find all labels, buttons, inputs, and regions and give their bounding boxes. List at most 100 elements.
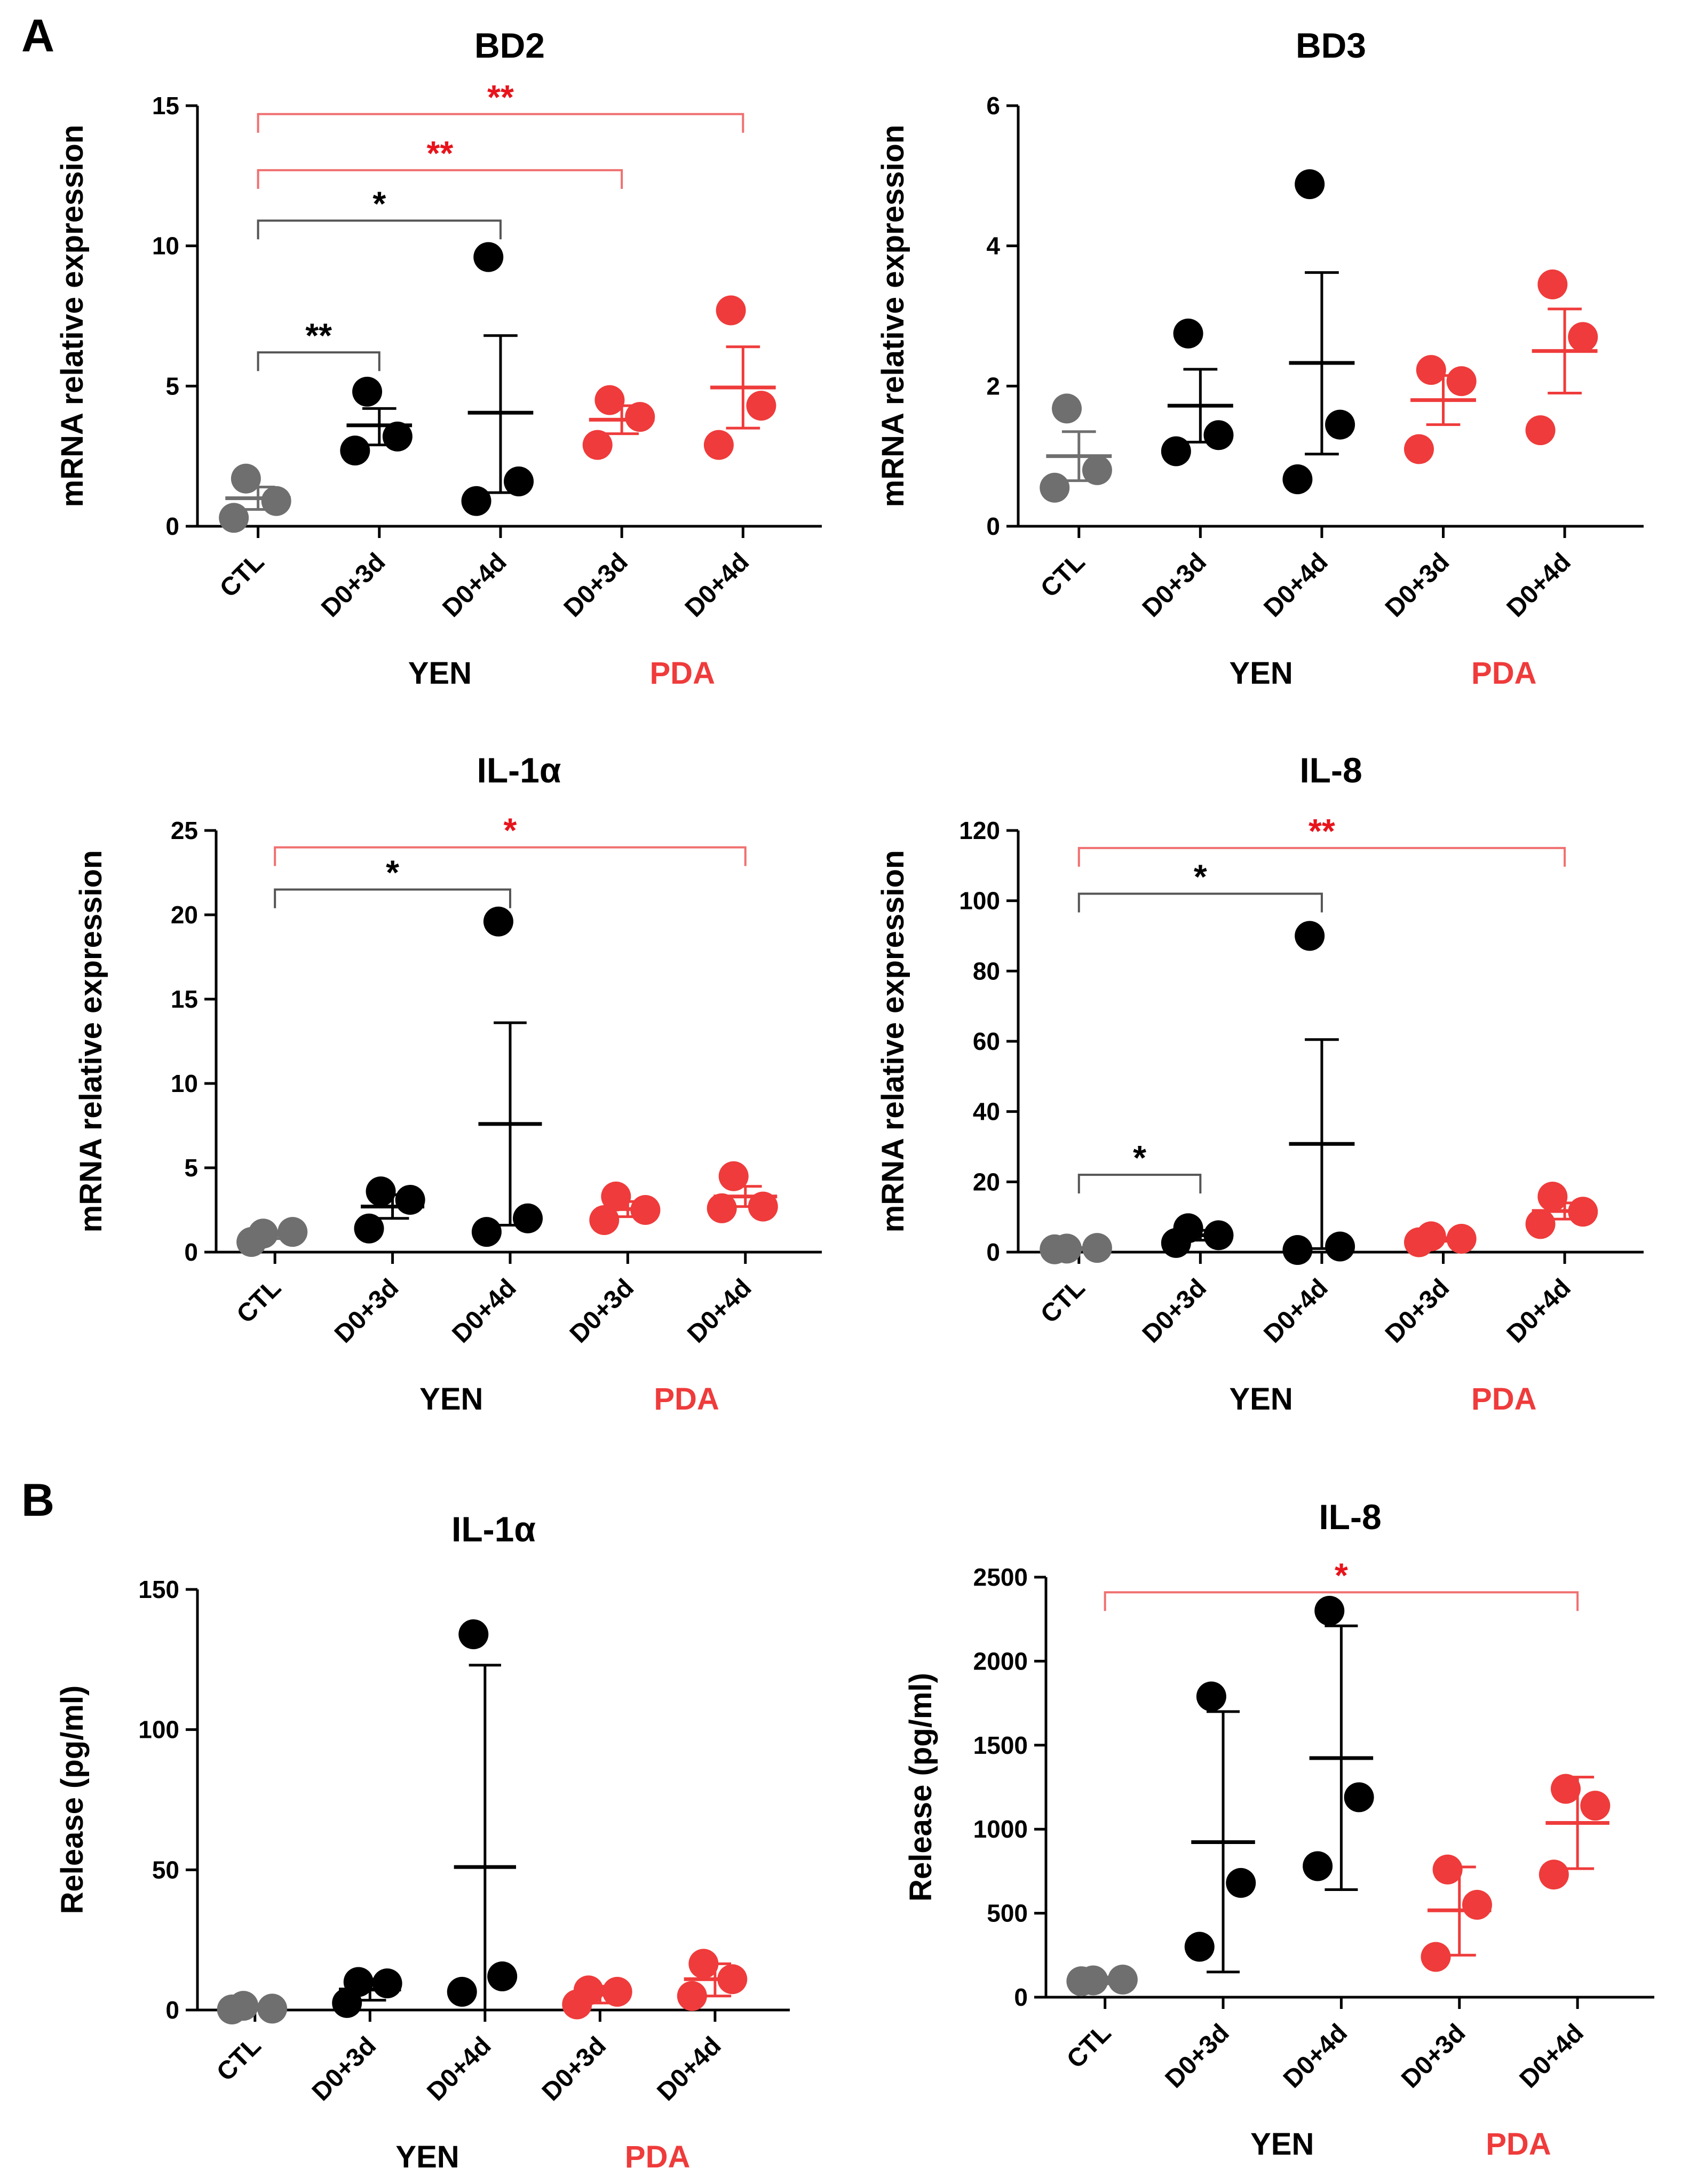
- y-tick-label: 0: [165, 1996, 179, 2024]
- y-tick-label: 2000: [973, 1647, 1028, 1675]
- data-point: [236, 1227, 267, 1257]
- series-2: [332, 1967, 402, 2018]
- data-point: [473, 242, 504, 272]
- chart-4: IL-8 mRNA relative expression 0 20 40 60 80 100…: [876, 750, 1644, 1417]
- y-tick-label: 5: [165, 372, 179, 400]
- bracket-line: [257, 351, 380, 371]
- y-tick-label: 2500: [973, 1563, 1028, 1591]
- group-label: YEN: [419, 1382, 483, 1417]
- bracket-line: [1077, 846, 1566, 867]
- bracket-line: [1104, 1591, 1579, 1611]
- x-tick-label: CTL: [232, 1273, 287, 1328]
- bracket-line: [274, 888, 511, 908]
- data-point: [718, 1161, 749, 1191]
- data-point: [1173, 318, 1203, 349]
- chart-title: IL-8: [1299, 750, 1362, 790]
- bracket-line: [257, 219, 502, 240]
- significance-stars: **: [305, 316, 332, 354]
- y-axis-label: mRNA relative expression: [55, 125, 90, 508]
- bracket-line: [257, 113, 744, 133]
- data-point: [504, 466, 534, 496]
- data-point: [582, 430, 613, 460]
- data-point: [1295, 169, 1325, 200]
- chart-3: IL-1α mRNA relative expression 0 5 10 15 20 25 C…: [74, 750, 822, 1417]
- x-tick-label: D0+4d: [680, 548, 755, 622]
- y-tick-label: 6: [986, 92, 1000, 120]
- data-point: [257, 1993, 288, 2024]
- series-5: [1539, 1774, 1611, 1890]
- significance-bracket: **: [257, 78, 744, 133]
- data-point: [717, 1964, 748, 1995]
- data-point: [1416, 355, 1446, 385]
- data-point: [1226, 1868, 1256, 1898]
- x-tick-label: D0+3d: [559, 548, 633, 622]
- x-tick-label: D0+3d: [329, 1273, 404, 1348]
- series-1: [1066, 1964, 1138, 1997]
- y-tick-label: 1500: [973, 1731, 1028, 1759]
- data-point: [1525, 1209, 1556, 1239]
- data-point: [1462, 1889, 1492, 1920]
- significance-bracket: **: [1077, 812, 1566, 867]
- group-label: PDA: [654, 1382, 719, 1417]
- x-tick-label: D0+4d: [422, 2031, 496, 2106]
- data-point: [602, 1976, 632, 2007]
- significance-stars: **: [487, 78, 514, 116]
- group-label: PDA: [625, 2140, 690, 2174]
- data-point: [1344, 1782, 1374, 1813]
- group-label: YEN: [1230, 1382, 1293, 1417]
- significance-stars: *: [1335, 1556, 1348, 1594]
- group-label: PDA: [1486, 2127, 1551, 2162]
- y-tick-label: 0: [986, 512, 1000, 540]
- group-label: YEN: [1250, 2127, 1314, 2162]
- chart-5: IL-1α Release (pg/ml) 0 50 100 150 CTL D0+3d D0+…: [55, 1509, 790, 2174]
- chart-title: BD3: [1296, 26, 1366, 65]
- x-tick-label: CTL: [211, 2031, 266, 2086]
- data-point: [487, 1961, 518, 1991]
- group-label: PDA: [1471, 656, 1536, 691]
- bracket-line: [274, 846, 747, 866]
- data-point: [1082, 455, 1112, 485]
- data-point: [1040, 472, 1070, 503]
- y-tick-label: 100: [959, 887, 1000, 915]
- data-point: [513, 1203, 543, 1233]
- y-tick-label: 20: [171, 901, 198, 929]
- chart-title: IL-1α: [451, 1509, 536, 1549]
- series-5: [1525, 1181, 1598, 1239]
- data-point: [1325, 1231, 1355, 1262]
- x-tick-label: D0+4d: [682, 1273, 757, 1348]
- x-tick-label: D0+4d: [1502, 548, 1576, 622]
- group-label: PDA: [1471, 1382, 1536, 1417]
- series-5: [703, 295, 776, 460]
- data-point: [601, 1181, 631, 1212]
- data-point: [688, 1949, 719, 1979]
- y-tick-label: 0: [165, 512, 179, 540]
- data-point: [261, 486, 291, 516]
- data-point: [1539, 1859, 1569, 1890]
- y-axis-label: mRNA relative expression: [876, 850, 910, 1233]
- y-tick-label: 50: [152, 1856, 179, 1884]
- significance-bracket: **: [257, 134, 623, 189]
- y-tick-label: 20: [973, 1168, 1000, 1196]
- data-point: [1282, 1235, 1313, 1265]
- data-point: [748, 1191, 778, 1222]
- series-3: [447, 1619, 518, 2012]
- data-point: [746, 391, 776, 421]
- x-tick-label: CTL: [1035, 548, 1090, 603]
- series-4: [1421, 1854, 1492, 1972]
- y-tick-label: 1000: [973, 1815, 1028, 1843]
- significance-bracket: **: [257, 316, 380, 371]
- data-point: [277, 1217, 308, 1247]
- chart-6: IL-8 Release (pg/ml) 0 500 1000 1500 2000 2500 C…: [903, 1497, 1654, 2162]
- x-tick-label: CTL: [215, 548, 269, 603]
- data-point: [594, 385, 625, 415]
- y-tick-label: 150: [138, 1576, 179, 1603]
- data-point: [1525, 415, 1556, 446]
- data-point: [1303, 1851, 1333, 1881]
- series-3: [461, 242, 534, 516]
- data-point: [1040, 1234, 1070, 1264]
- series-1: [236, 1217, 308, 1257]
- data-point: [630, 1195, 661, 1225]
- x-tick-label: D0+4d: [1258, 548, 1333, 622]
- x-tick-label: D0+4d: [1514, 2019, 1589, 2093]
